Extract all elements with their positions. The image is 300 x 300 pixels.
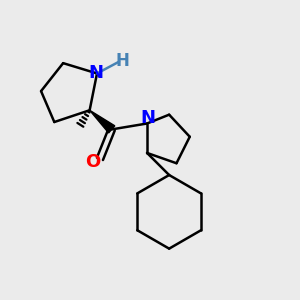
Text: O: O [85, 153, 100, 171]
Polygon shape [90, 110, 115, 133]
Text: N: N [140, 109, 155, 127]
Text: N: N [88, 64, 103, 82]
Text: H: H [115, 52, 129, 70]
